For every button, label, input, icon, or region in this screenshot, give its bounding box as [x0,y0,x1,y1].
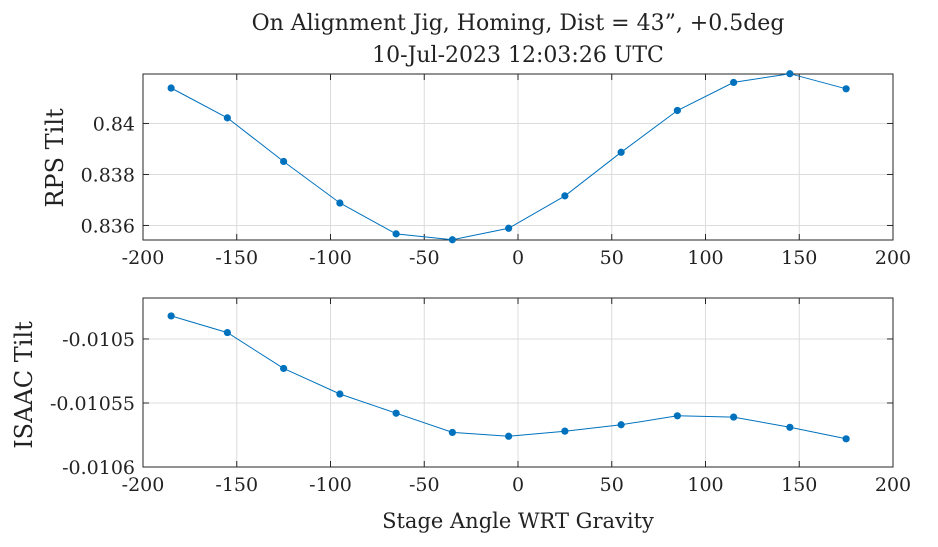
rps-data-point [223,114,231,122]
isaac-data-point [392,409,400,417]
figure-title-line2: 10-Jul-2023 12:03:26 UTC [372,43,664,68]
rps-x-tick-label: 100 [687,247,723,269]
isaac-data-point [617,421,625,429]
rps-y-tick-label: 0.84 [93,113,135,135]
rps-data-point [505,224,513,232]
rps-x-tick-label: 0 [512,247,524,269]
rps-x-tick-label: -200 [122,247,165,269]
rps-data-point [167,84,175,92]
rps-data-point [617,148,625,156]
isaac-x-tick-label: 150 [781,474,817,496]
rps-y-tick-label: 0.836 [81,215,135,237]
rps-x-tick-label: -100 [309,247,352,269]
isaac-x-tick-label: 50 [600,474,624,496]
isaac-x-tick-label: -50 [409,474,440,496]
isaac-data-point [336,390,344,398]
rps-tilt-plot: -200 -150 -100 -50 0 50 100 150 200 0.836 0.838 0.8… [81,70,911,269]
isaac-x-tick-label: 0 [512,474,524,496]
rps-data-point [786,70,794,78]
isaac-y-tick-label: -0.01055 [50,393,135,415]
isaac-data-point [786,423,794,431]
rps-x-tick-label: 150 [781,247,817,269]
isaac-x-tick-label: 100 [687,474,723,496]
isaac-data-point [673,412,681,420]
isaac-tilt-axis-label: ISAAC Tilt [10,321,38,449]
rps-x-tick-label: -150 [215,247,258,269]
figure-title-line1: On Alignment Jig, Homing, Dist = 43”, +0… [252,11,785,36]
isaac-data-point [448,428,456,437]
isaac-x-tick-label: 200 [875,474,911,496]
isaac-x-tick-label: -150 [215,474,258,496]
rps-data-point [336,199,344,207]
isaac-data-point [280,364,288,373]
rps-data-point [673,106,681,115]
rps-data-point [730,78,738,87]
rps-x-tick-label: 50 [600,247,624,269]
isaac-x-tick-label: -200 [122,474,165,496]
isaac-data-point [223,328,231,337]
rps-tilt-axis-label: RPS Tilt [41,108,69,208]
rps-x-tick-label: -50 [409,247,440,269]
isaac-tilt-plot: -200 -150 -100 -50 0 50 100 150 200 -0.0106 -0.010… [50,297,911,496]
isaac-data-point [561,427,569,435]
rps-x-tick-label: 200 [875,247,911,269]
rps-data-point [561,192,569,200]
rps-data-point [842,85,850,93]
rps-y-tick-label: 0.838 [81,164,135,186]
isaac-data-point [167,312,175,320]
isaac-data-point [730,413,738,421]
x-axis-label: Stage Angle WRT Gravity [382,509,654,533]
isaac-x-tick-label: -100 [309,474,352,496]
isaac-y-tick-label: -0.0105 [62,329,135,351]
isaac-data-point [842,435,850,443]
rps-data-point [280,157,288,166]
isaac-y-tick-label: -0.0106 [62,457,135,479]
rps-data-point [448,236,456,244]
isaac-data-point [505,432,513,440]
rps-data-point [392,230,400,238]
